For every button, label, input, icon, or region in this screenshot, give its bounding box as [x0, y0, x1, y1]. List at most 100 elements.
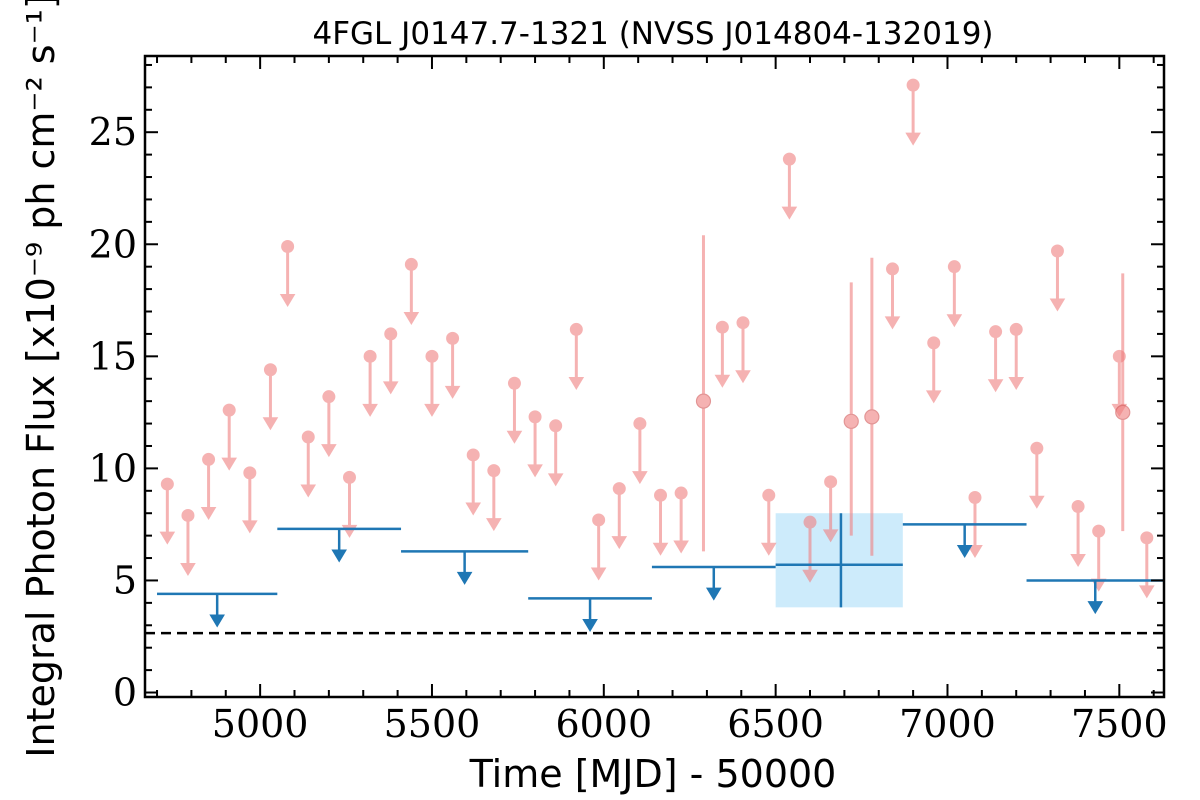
short-bin-upper-limit-arrow-head	[1139, 585, 1155, 599]
short-bin-detection	[695, 235, 712, 552]
short-bin-upper-limit	[242, 466, 258, 534]
short-bin-upper-limit	[1008, 322, 1025, 390]
short-bin-upper-limit	[967, 491, 983, 559]
short-bin-upper-limit-arrow-head	[652, 542, 669, 556]
detection-error-box	[775, 513, 903, 608]
short-bin-upper-limit-point	[762, 488, 776, 502]
short-bin-upper-limit	[568, 322, 585, 390]
short-bin-upper-limit-arrow-head	[444, 385, 461, 399]
short-bin-upper-limit-point	[425, 349, 439, 363]
short-bin-detection	[843, 282, 859, 536]
long-bin-upper-limit-arrow-head	[582, 619, 598, 633]
short-bin-upper-limit	[403, 257, 420, 325]
short-bin-upper-limit-arrow-head	[362, 403, 378, 417]
short-bin-upper-limit-point	[885, 262, 899, 276]
short-bin-upper-limit-arrow-head	[967, 545, 983, 559]
short-bin-upper-limit	[652, 488, 669, 556]
short-bin-upper-limit-point	[342, 470, 356, 484]
short-bin-upper-limit	[159, 477, 176, 545]
short-bin-upper-limit-point	[222, 403, 236, 417]
short-bin-upper-limit-point	[301, 430, 315, 444]
short-bin-upper-limit-point	[968, 491, 982, 505]
long-bin-upper-limit-arrow-head	[956, 545, 973, 559]
short-bin-upper-limit	[884, 262, 901, 330]
short-bin-detection-point	[843, 413, 859, 429]
short-bin-upper-limit-point	[263, 363, 277, 377]
short-bin-upper-limit-arrow-head	[884, 316, 901, 330]
short-bin-upper-limit-arrow-head	[802, 569, 818, 583]
short-bin-detection-point	[864, 409, 880, 425]
long-bin-upper-limit-arrow-head	[331, 549, 347, 563]
short-bin-upper-limit	[925, 336, 942, 404]
x-tick-label: 5000	[212, 702, 309, 746]
short-bin-upper-limit	[527, 410, 543, 478]
short-bin-upper-limit-arrow-head	[527, 464, 543, 478]
short-bin-upper-limit-point	[160, 477, 174, 491]
short-bin-upper-limit-point	[906, 78, 920, 92]
short-bin-upper-limit	[1139, 531, 1155, 599]
short-bin-upper-limit	[424, 349, 440, 417]
short-bin-upper-limit-point	[1092, 524, 1106, 538]
short-bin-upper-limit-arrow-head	[486, 518, 502, 532]
short-bin-upper-limit-point	[446, 331, 460, 345]
short-bin-upper-limit	[547, 419, 564, 487]
short-bin-upper-limit-arrow-head	[905, 132, 921, 146]
short-bin-upper-limit	[714, 320, 731, 388]
short-bin-upper-limit	[279, 240, 296, 308]
long-bin-upper-limit-arrow-head	[209, 614, 225, 628]
short-bin-upper-limit	[802, 515, 818, 583]
short-bin-upper-limit-arrow-head	[925, 390, 942, 404]
short-bin-upper-limit-point	[715, 320, 729, 334]
short-bin-upper-limit-point	[549, 419, 563, 433]
short-bin-upper-limit-point	[824, 475, 838, 489]
short-bin-upper-limit	[321, 390, 337, 458]
short-bin-upper-limit-point	[404, 257, 418, 271]
short-bin-upper-limit-point	[569, 322, 583, 336]
short-bin-upper-limit	[673, 486, 689, 554]
short-bin-upper-limit	[362, 349, 378, 417]
short-bin-upper-limit-arrow-head	[946, 314, 963, 328]
short-bin-upper-limit	[590, 513, 607, 581]
short-bin-upper-limit-arrow-head	[262, 417, 279, 431]
y-tick-label: 10	[89, 446, 137, 490]
y-tick-label: 5	[113, 558, 137, 602]
short-bin-upper-limit	[781, 152, 798, 220]
short-bin-upper-limit-point	[927, 336, 941, 350]
short-bin-upper-limit	[221, 403, 238, 471]
short-bin-upper-limit-point	[322, 390, 336, 404]
short-bin-upper-limit-arrow-head	[714, 374, 731, 388]
short-bin-upper-limit-point	[947, 260, 961, 274]
short-bin-upper-limit-arrow-head	[159, 531, 176, 545]
short-bin-upper-limit-arrow-head	[611, 536, 628, 550]
short-bin-upper-limit-arrow-head	[735, 370, 751, 384]
short-bin-upper-limit-point	[363, 349, 377, 363]
short-bin-upper-limit-arrow-head	[760, 542, 777, 556]
long-bin-upper-limit-arrow-head	[1087, 601, 1104, 615]
short-bin-upper-limit	[444, 331, 461, 399]
short-bin-upper-limit	[735, 316, 751, 384]
short-bin-upper-limit-point	[281, 240, 295, 254]
short-bin-upper-limit	[1049, 244, 1066, 312]
x-tick-label: 5500	[384, 702, 481, 746]
short-bin-upper-limit-arrow-head	[321, 444, 337, 458]
short-bin-upper-limit-arrow-head	[424, 403, 440, 417]
short-bin-upper-limit	[760, 488, 777, 556]
short-bin-upper-limit-arrow-head	[568, 376, 585, 390]
short-bin-upper-limit	[611, 482, 628, 550]
short-bin-upper-limit-arrow-head	[242, 520, 258, 534]
short-bin-upper-limit	[465, 448, 482, 516]
short-bin-upper-limit	[262, 363, 279, 431]
short-bin-upper-limit-arrow-head	[673, 540, 689, 554]
short-bin-upper-limit-arrow-head	[382, 381, 399, 395]
short-bin-upper-limit-point	[782, 152, 796, 166]
plot-marks	[145, 78, 1164, 635]
short-bin-upper-limit-point	[1009, 322, 1023, 336]
short-bin-upper-limit	[180, 508, 196, 576]
short-bin-upper-limit-arrow-head	[1070, 554, 1086, 568]
short-bin-upper-limit	[382, 327, 399, 395]
short-bin-upper-limit-arrow-head	[590, 567, 607, 581]
short-bin-upper-limit-point	[592, 513, 606, 527]
short-bin-detection-point	[695, 393, 712, 409]
x-tick-label: 7500	[1071, 702, 1168, 746]
